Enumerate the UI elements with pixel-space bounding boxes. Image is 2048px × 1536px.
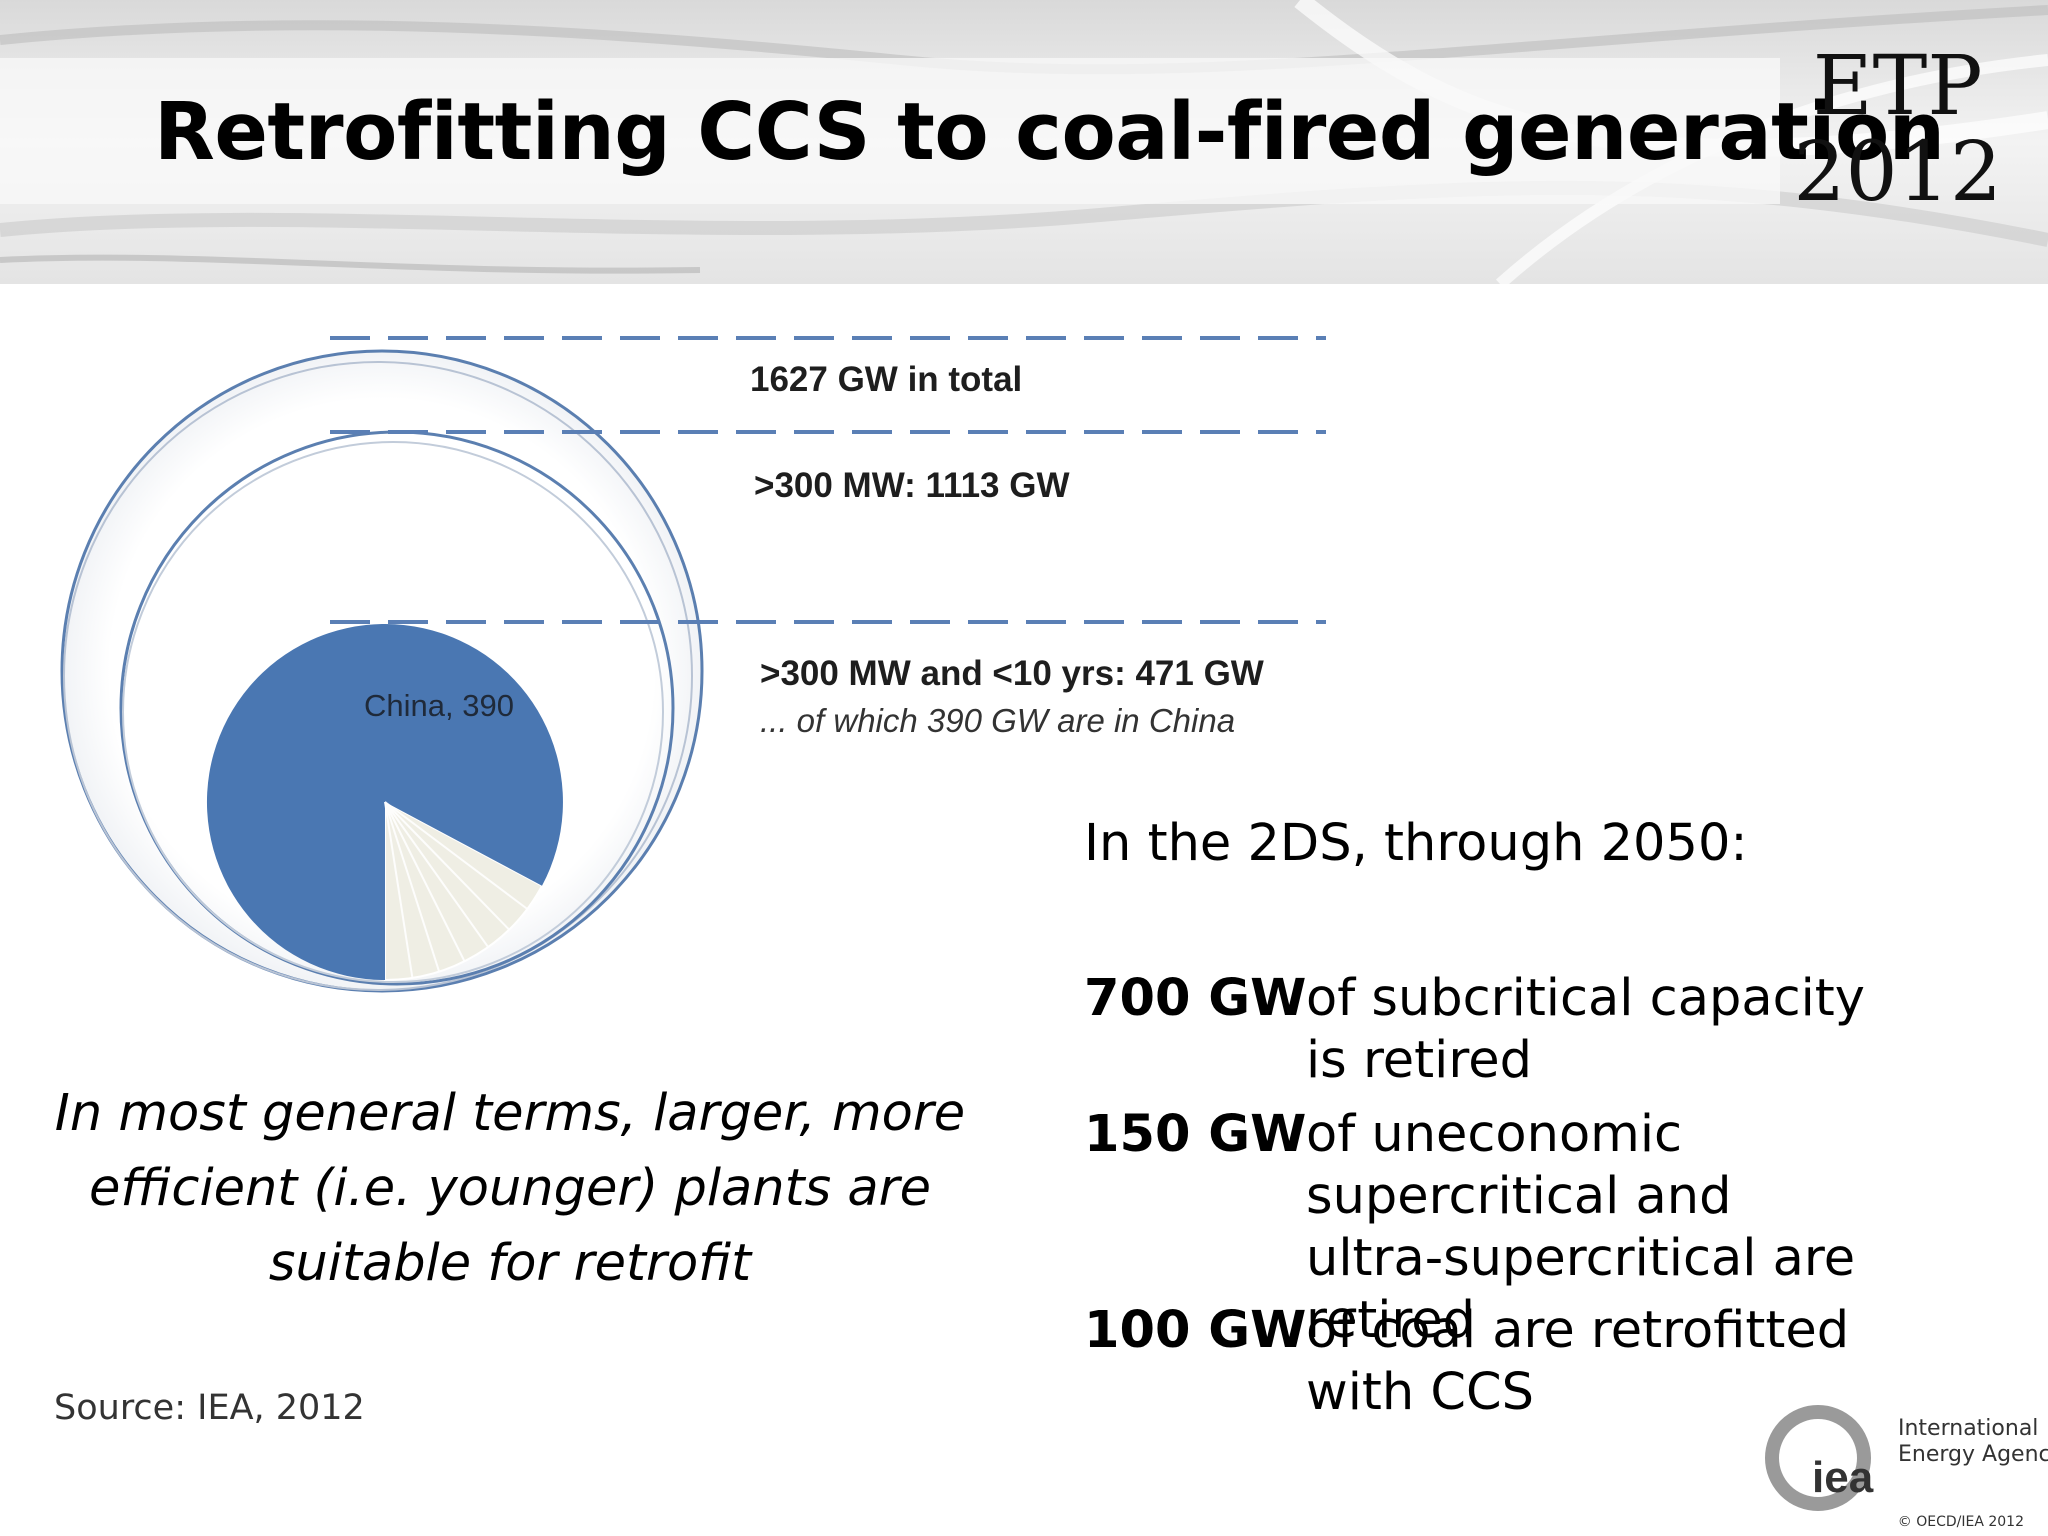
retrofit-suitability-quote: In most general terms, larger, more effi… xyxy=(54,1084,966,1293)
etp-logo-line2: 2012 xyxy=(1793,125,2002,220)
stat-amount: 100 GW xyxy=(1084,1301,1307,1360)
pie-texture-line xyxy=(384,801,528,910)
stat-description: of subcritical capacity is retired xyxy=(1306,969,1865,1090)
capacity-circles xyxy=(60,336,1326,993)
copyright-notice: © OECD/IEA 2012 xyxy=(1897,1514,2024,1530)
title-band xyxy=(0,58,1780,204)
label-large-capacity: >300 MW: 1113 GW xyxy=(754,466,1070,505)
iea-logo-name-line1: International xyxy=(1898,1416,2039,1441)
label-young-capacity-note: ... of which 390 GW are in China xyxy=(760,702,1236,739)
pie-slice-texture xyxy=(384,801,528,979)
iea-logo-ring xyxy=(1765,1405,1871,1511)
pie-texture-line xyxy=(384,801,441,972)
iea-logo-mark: iea xyxy=(1812,1453,1874,1502)
slide-title: Retrofitting CCS to coal-fired generatio… xyxy=(154,86,1945,178)
etp-logo-line1: ETP xyxy=(1812,39,1983,134)
pie-texture-line xyxy=(384,801,510,931)
iea-logo-name-line2: Energy Agency xyxy=(1898,1442,2048,1467)
pie-texture-line xyxy=(384,801,489,948)
scenario-intro: In the 2DS, through 2050: xyxy=(1084,814,1748,873)
young-capacity-pie xyxy=(206,624,563,982)
stat-amount: 700 GW xyxy=(1084,969,1307,1028)
iea-logo: iea xyxy=(1765,1405,1874,1511)
iea-logo-name: International Energy Agency xyxy=(1898,1416,2048,1468)
pie-texture-line xyxy=(384,801,414,979)
stat-description: of coal are retrofitted with CCS xyxy=(1306,1301,1850,1422)
stat-description: of uneconomic supercritical and ultra-su… xyxy=(1306,1105,1856,1350)
label-china: China, 390 xyxy=(364,688,514,723)
pie-slice-other xyxy=(384,800,544,982)
total-capacity-circle-rim xyxy=(63,361,693,991)
stat-amount: 150 GW xyxy=(1084,1105,1307,1164)
large-capacity-circle-rim xyxy=(122,441,664,983)
slide-header: Retrofitting CCS to coal-fired generatio… xyxy=(0,0,2048,284)
label-total-capacity: 1627 GW in total xyxy=(750,360,1023,399)
pie-texture-line xyxy=(384,801,466,962)
etp-logo: ETP 2012 xyxy=(1793,44,2002,216)
capacity-figure: 1627 GW in total >300 MW: 1113 GW >300 M… xyxy=(0,284,1360,1044)
label-young-capacity: >300 MW and <10 yrs: 471 GW xyxy=(760,654,1264,693)
pie-slice-china xyxy=(206,624,563,980)
source-note: Source: IEA, 2012 xyxy=(54,1388,365,1428)
